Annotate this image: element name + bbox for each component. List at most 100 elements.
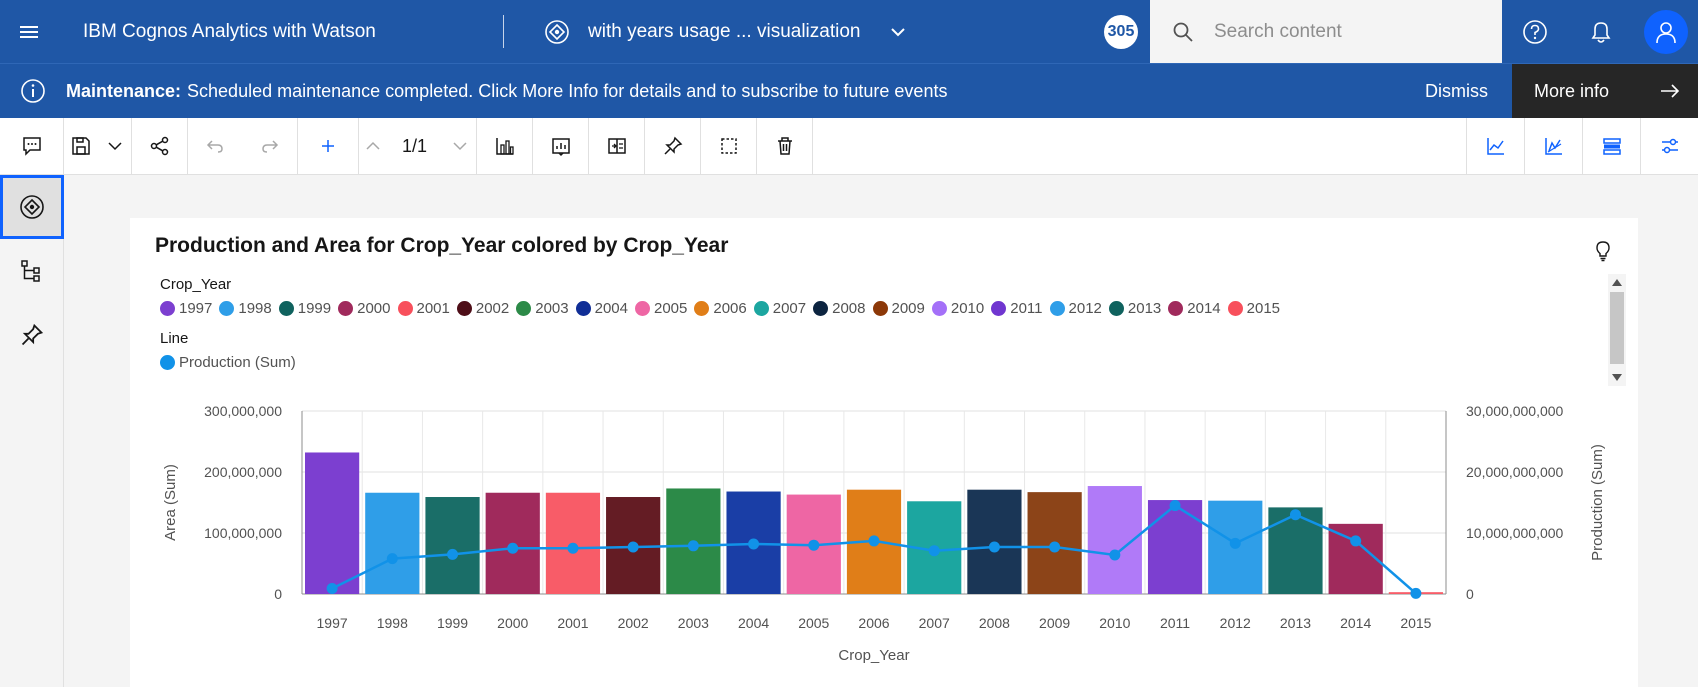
chevron-down-icon[interactable]	[890, 24, 906, 40]
legend-item-2005[interactable]: 2005	[635, 300, 687, 317]
legend-dot	[516, 301, 532, 316]
y-tick-label: 200,000,000	[204, 464, 282, 480]
redo-button[interactable]	[242, 117, 298, 175]
x-tick-label: 2007	[919, 615, 950, 631]
help-button[interactable]	[1502, 0, 1568, 63]
legend-item-2011[interactable]: 2011	[991, 300, 1043, 317]
legend-dot	[1227, 301, 1243, 316]
rail-pins-tab[interactable]	[0, 303, 64, 367]
x-tick-label: 2012	[1220, 615, 1251, 631]
lightbulb-icon[interactable]	[1592, 240, 1614, 262]
menu-icon[interactable]	[0, 0, 58, 63]
legend-item-2003[interactable]: 2003	[516, 300, 569, 317]
legend-item-production[interactable]: Production (Sum)	[160, 354, 296, 371]
share-button[interactable]	[132, 117, 188, 175]
legend-item-1999[interactable]: 1999	[278, 300, 331, 317]
x-tick-label: 2011	[1160, 615, 1190, 631]
help-icon	[1523, 19, 1547, 44]
select-area-button[interactable]	[701, 117, 758, 175]
forecast-button[interactable]	[1466, 117, 1524, 175]
drill-button[interactable]	[589, 117, 646, 175]
tree-view-icon	[21, 260, 40, 282]
maintenance-banner: Maintenance: Scheduled maintenance comple…	[0, 63, 1698, 119]
legend-item-2006[interactable]: 2006	[694, 300, 747, 317]
legend-dot	[1108, 301, 1124, 316]
rail-visualization-tab[interactable]	[0, 175, 64, 239]
banner-label: Maintenance:	[66, 80, 182, 101]
visualization-card[interactable]: Production and Area for Crop_Year colore…	[130, 218, 1638, 687]
legend-item-2008[interactable]: 2008	[813, 300, 866, 317]
top-bar: IBM Cognos Analytics with Watson with ye…	[0, 0, 1698, 63]
bell-icon	[1591, 21, 1611, 43]
arrow-right-icon	[1661, 84, 1680, 98]
insights-button[interactable]	[533, 117, 590, 175]
breadcrumb[interactable]: with years usage ... visualization	[504, 0, 906, 63]
banner-message: Maintenance: Scheduled maintenance comple…	[66, 81, 947, 102]
banner-text: Scheduled maintenance completed. Click M…	[187, 80, 948, 101]
legend-item-2000[interactable]: 2000	[338, 300, 391, 317]
legend-item-2010[interactable]: 2010	[931, 300, 984, 317]
legend-item-1997[interactable]: 1997	[160, 300, 212, 317]
more-info-button[interactable]: More info	[1512, 63, 1698, 119]
notification-count-badge[interactable]: 305	[1104, 14, 1138, 49]
production-point-2010	[1109, 549, 1121, 561]
legend-item-2002[interactable]: 2002	[456, 300, 509, 317]
production-point-2011	[1169, 500, 1181, 512]
chevron-down-icon	[453, 142, 467, 151]
previous-page-button[interactable]	[358, 117, 386, 175]
legend-label: 2014	[1187, 300, 1221, 317]
legend-dot	[575, 301, 591, 316]
production-point-1999	[447, 548, 459, 560]
save-button[interactable]	[64, 118, 98, 175]
production-point-1997	[326, 583, 338, 595]
scroll-down-arrow-icon[interactable]	[1612, 374, 1622, 381]
legend-item-2004[interactable]: 2004	[575, 300, 628, 317]
legend-scrollbar[interactable]	[1608, 274, 1626, 386]
legend-line-title: Line	[160, 330, 189, 347]
pin-button[interactable]	[645, 117, 702, 175]
legend-item-2012[interactable]: 2012	[1049, 300, 1102, 317]
delete-button[interactable]	[757, 117, 814, 175]
dismiss-button[interactable]: Dismiss	[1425, 80, 1488, 101]
production-point-1998	[386, 553, 398, 565]
add-button[interactable]	[298, 118, 358, 175]
x-tick-label: 1999	[437, 615, 468, 631]
undo-button[interactable]	[188, 118, 242, 175]
x-tick-label: 2008	[979, 615, 1010, 631]
share-icon	[150, 136, 168, 156]
legend-item-2009[interactable]: 2009	[872, 300, 925, 317]
y2-axis-title: Production (Sum)	[1589, 444, 1606, 561]
rail-data-tree-tab[interactable]	[0, 239, 64, 303]
notifications-button[interactable]	[1568, 0, 1634, 63]
user-avatar[interactable]	[1644, 9, 1688, 54]
production-point-2002	[627, 541, 639, 553]
bar-2011	[1147, 500, 1203, 594]
legend-item-2001[interactable]: 2001	[397, 300, 450, 317]
y2-tick-label: 0	[1466, 586, 1474, 602]
comment-button[interactable]	[0, 117, 64, 175]
redo-icon	[261, 140, 278, 153]
scrollbar-thumb[interactable]	[1610, 292, 1624, 364]
properties-button[interactable]	[1640, 117, 1698, 175]
legend-item-1998[interactable]: 1998	[219, 300, 272, 317]
legend-color-title: Crop_Year	[160, 276, 232, 293]
scroll-up-arrow-icon[interactable]	[1612, 279, 1622, 286]
x-tick-label: 1997	[317, 615, 348, 631]
legend-item-2013[interactable]: 2013	[1108, 300, 1161, 317]
legend-item-2007[interactable]: 2007	[753, 300, 806, 317]
y2-tick-label: 20,000,000,000	[1466, 464, 1564, 480]
next-page-button[interactable]	[443, 117, 478, 175]
search-input[interactable]	[1214, 20, 1494, 43]
search-box[interactable]	[1150, 0, 1502, 63]
visualization-type-button[interactable]	[477, 117, 534, 175]
production-point-2004	[748, 538, 760, 550]
legend-item-2015[interactable]: 2015	[1227, 300, 1280, 317]
legend-dot	[635, 301, 650, 316]
legend-dot	[278, 301, 294, 316]
save-menu-button[interactable]	[98, 117, 132, 175]
save-icon	[72, 137, 90, 155]
data-button[interactable]	[1582, 117, 1640, 175]
legend-dot	[397, 301, 413, 316]
trend-button[interactable]	[1524, 117, 1582, 175]
legend-item-2014[interactable]: 2014	[1168, 300, 1221, 317]
